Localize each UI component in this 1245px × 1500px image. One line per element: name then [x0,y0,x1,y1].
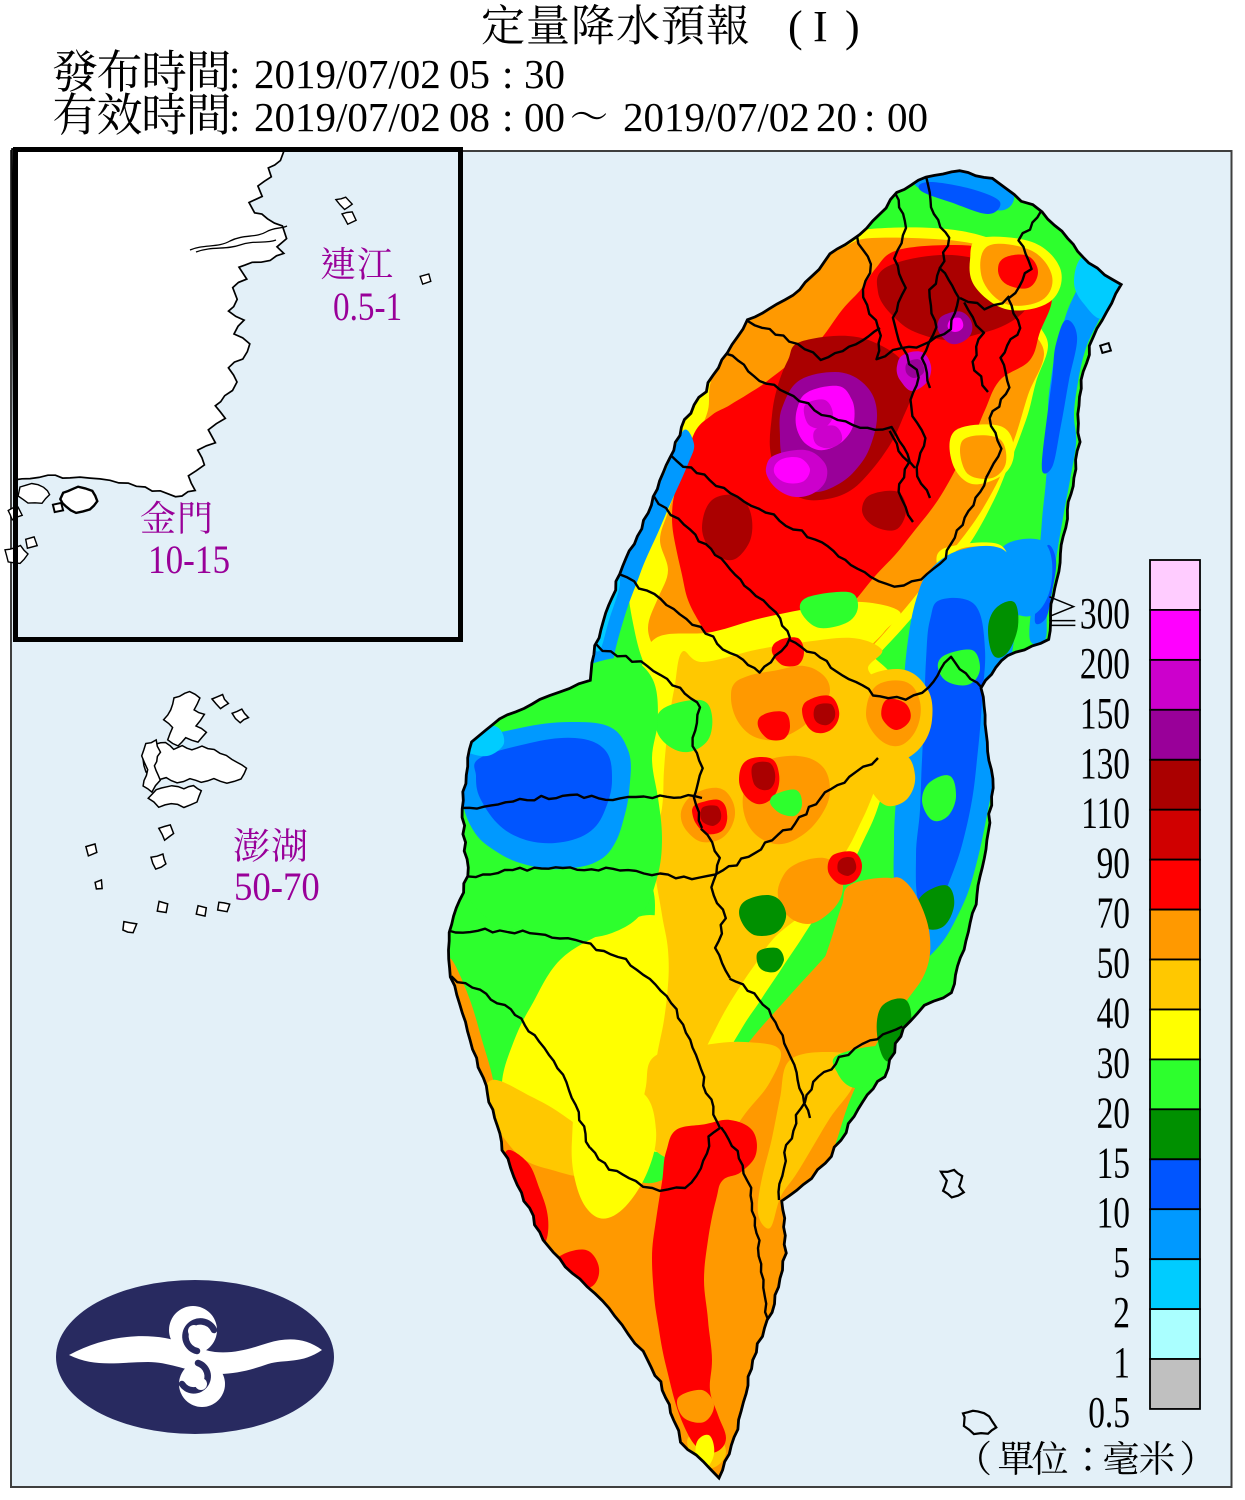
svg-text::: : [502,51,513,97]
svg-text:05: 05 [449,51,490,97]
svg-text:2019/07/02: 2019/07/02 [254,94,441,140]
svg-text::: : [502,94,513,140]
svg-text:(: ( [788,2,803,51]
svg-text:): ) [845,2,860,51]
svg-text:130: 130 [1080,740,1130,788]
svg-text:0.5-1: 0.5-1 [333,284,402,329]
svg-text:2019/07/02: 2019/07/02 [623,94,810,140]
svg-text:70: 70 [1097,889,1130,937]
svg-text:00: 00 [524,94,565,140]
svg-text:10: 10 [1097,1189,1130,1237]
svg-text::: : [229,51,240,97]
svg-text:2019/07/02: 2019/07/02 [254,51,441,97]
svg-text:20: 20 [816,94,857,140]
svg-text::: : [229,94,240,140]
svg-text:1: 1 [1113,1339,1130,1387]
svg-text:00: 00 [887,94,928,140]
svg-text:90: 90 [1097,839,1130,887]
svg-text::: : [864,94,875,140]
svg-text:110: 110 [1081,789,1130,837]
svg-text:150: 150 [1080,690,1130,738]
svg-text:300: 300 [1080,590,1130,638]
svg-text:200: 200 [1080,640,1130,688]
svg-text:20: 20 [1097,1089,1130,1137]
svg-text:2: 2 [1113,1289,1130,1337]
svg-text:0.5: 0.5 [1088,1389,1130,1437]
svg-text:40: 40 [1097,989,1130,1037]
svg-text:50-70: 50-70 [234,866,320,910]
svg-text:10-15: 10-15 [148,538,230,583]
svg-text:I: I [813,2,828,51]
svg-text:50: 50 [1097,939,1130,987]
svg-text:30: 30 [524,51,565,97]
svg-text:15: 15 [1097,1139,1130,1187]
svg-text:30: 30 [1097,1039,1130,1087]
svg-text:5: 5 [1113,1239,1130,1287]
svg-text:08: 08 [449,94,490,140]
